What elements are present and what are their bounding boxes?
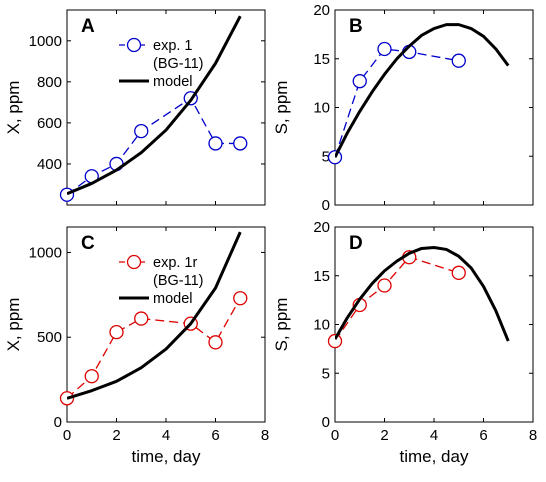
plot-frame	[334, 226, 534, 423]
legend-label-exp: exp. 1	[153, 38, 193, 54]
y-axis-label: S, ppm	[272, 81, 291, 135]
data-point-marker	[233, 136, 248, 151]
x-tick-label: 0	[63, 427, 71, 444]
y-tick-label: 15	[313, 51, 330, 68]
x-tick-label: 0	[331, 427, 339, 444]
panel-d: 0 2 4 6 8 0 5 10 15 20 S, ppm time, day D	[272, 219, 537, 466]
y-tick-label: 800	[37, 74, 62, 91]
y-tick-label: 0	[322, 414, 330, 431]
x-tick-label: 4	[430, 427, 438, 444]
x-tick-label: 8	[529, 427, 537, 444]
x-tick-label: 4	[162, 427, 170, 444]
y-tick-label: 0	[54, 414, 62, 431]
legend-label-exp: exp. 1r	[153, 255, 197, 271]
y-tick-label: 10	[313, 317, 330, 334]
data-point-marker	[208, 136, 223, 151]
y-tick-label: 1000	[29, 33, 62, 50]
x-axis-label: time, day	[132, 447, 201, 466]
data-point-marker	[352, 74, 367, 89]
x-tick-label: 2	[380, 427, 388, 444]
x-tick-label: 2	[112, 427, 120, 444]
data-point-marker	[208, 335, 223, 350]
data-point-marker	[451, 265, 466, 280]
data-point-marker	[59, 187, 75, 202]
panel-letter: A	[81, 16, 95, 37]
data-point-marker	[109, 324, 124, 340]
y-axis-label: X, ppm	[4, 298, 23, 352]
panel-letter: D	[349, 233, 363, 254]
legend: exp. 1r (BG-11) model	[119, 254, 204, 307]
data-point-marker	[451, 53, 466, 68]
y-tick-label: 600	[37, 115, 62, 132]
legend-label-model: model	[153, 291, 193, 307]
model-curve	[335, 245, 510, 342]
y-tick-label: 500	[37, 329, 62, 346]
data-point-marker	[327, 333, 343, 349]
legend-exp-marker	[126, 254, 142, 270]
y-tick-label: 20	[313, 2, 330, 19]
x-axis-label: time, day	[400, 447, 469, 466]
plot-frame	[334, 9, 534, 206]
y-tick-label: 15	[313, 268, 330, 285]
panel-letter: C	[81, 233, 95, 254]
panel-letter: B	[349, 16, 363, 37]
x-tick-label: 6	[211, 427, 219, 444]
y-axis-label: X, ppm	[4, 81, 23, 135]
model-curve	[67, 231, 242, 400]
model-curve	[335, 23, 510, 158]
panel-b: 0 5 10 15 20 S, ppm B	[272, 2, 534, 214]
data-point-marker	[377, 41, 392, 57]
x-tick-label: 8	[261, 427, 269, 444]
y-tick-label: 10	[313, 100, 330, 117]
legend-label-model: model	[153, 74, 193, 90]
y-tick-label: 400	[37, 156, 62, 173]
experiment-dashed-line	[334, 48, 459, 158]
legend-exp-marker	[126, 37, 142, 53]
y-axis-label: S, ppm	[272, 298, 291, 352]
y-tick-label: 0	[322, 197, 330, 214]
y-tick-label: 1000	[29, 244, 62, 261]
x-tick-label: 6	[479, 427, 487, 444]
legend-label-medium: (BG-11)	[153, 273, 204, 289]
experiment-dashed-line	[334, 256, 459, 342]
y-tick-label: 20	[313, 219, 330, 236]
legend: exp. 1 (BG-11) model	[119, 37, 204, 90]
data-point-marker	[377, 278, 392, 293]
data-point-marker	[233, 291, 248, 306]
model-curve	[67, 15, 242, 196]
data-point-marker	[84, 369, 99, 384]
y-tick-label: 5	[322, 148, 330, 165]
legend-label-medium: (BG-11)	[153, 56, 204, 72]
data-point-marker	[134, 311, 149, 326]
data-point-marker	[134, 123, 149, 139]
y-tick-label: 5	[322, 365, 330, 382]
